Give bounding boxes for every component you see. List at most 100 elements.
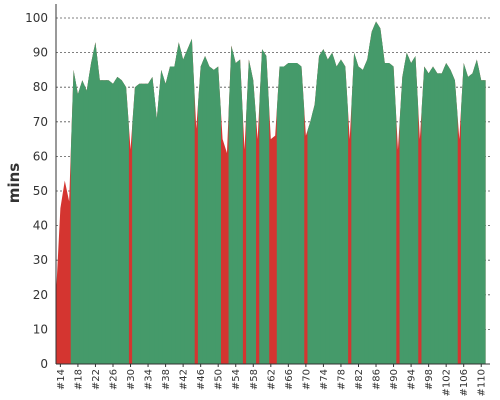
x-tick-label: #14 — [56, 369, 67, 390]
area-segment — [101, 21, 108, 364]
area-segment — [289, 21, 296, 364]
x-tick-label: #38 — [161, 369, 172, 390]
area-segment — [460, 21, 467, 364]
area-segment — [430, 21, 436, 364]
area-segment — [360, 21, 366, 364]
x-tick-label: #66 — [284, 369, 295, 390]
x-tick-label: #78 — [336, 369, 347, 390]
area-segment — [250, 21, 257, 364]
area-segment — [136, 21, 143, 364]
y-tick-label: 90 — [33, 46, 48, 60]
area-segment — [386, 21, 392, 364]
area-segment — [162, 21, 169, 364]
area-segment — [184, 21, 191, 364]
area-segment — [246, 21, 252, 364]
area-segment — [447, 21, 454, 364]
x-tick-label: #110 — [477, 369, 488, 396]
x-tick-labels: #14 #18 #22 #26 #30 #34 #38 #42 #46 #50 #54 #58 #62 #… — [56, 364, 488, 396]
area-segment — [399, 21, 406, 364]
x-tick-label: #74 — [319, 369, 330, 390]
area-segment — [377, 21, 384, 364]
area-segment — [92, 21, 99, 364]
y-tick-label: 0 — [40, 357, 48, 371]
x-tick-label: #26 — [108, 369, 119, 390]
area-segment — [228, 21, 235, 364]
area-segment — [158, 21, 164, 364]
x-tick-label: #94 — [407, 369, 418, 390]
area-segment — [474, 21, 480, 364]
area-segment — [408, 21, 414, 364]
area-above-threshold — [70, 21, 486, 364]
y-tick-label: 40 — [33, 219, 48, 233]
area-segment — [338, 21, 344, 364]
area-segment — [232, 21, 239, 364]
area-segment — [382, 21, 388, 364]
area-segment — [202, 21, 208, 364]
y-axis-title: mins — [5, 163, 23, 203]
area-segment — [281, 21, 287, 364]
area-segment — [373, 21, 379, 364]
x-tick-label: #50 — [214, 369, 225, 390]
area-segment — [215, 21, 221, 364]
y-tick-label: 60 — [33, 149, 48, 163]
y-tick-label: 100 — [25, 11, 48, 25]
area-segment — [482, 21, 486, 364]
y-tick-label: 70 — [33, 115, 48, 129]
area-segment — [320, 21, 327, 364]
area-segment — [342, 21, 349, 364]
area-segment — [79, 21, 86, 364]
area-segment — [145, 21, 151, 364]
x-tick-label: #102 — [442, 369, 453, 396]
x-tick-label: #22 — [91, 369, 102, 390]
area-segment — [443, 21, 449, 364]
area-segment — [276, 21, 283, 364]
area-segment — [465, 21, 471, 364]
area-segment — [140, 21, 147, 364]
area-segment — [118, 21, 125, 364]
area-segment — [307, 21, 314, 364]
y-tick-label: 20 — [33, 288, 48, 302]
area-segment — [425, 21, 432, 364]
area-segment — [438, 21, 445, 364]
y-tick-label: 10 — [33, 322, 48, 336]
area-segment — [263, 21, 270, 364]
area-segment — [469, 21, 476, 364]
area-segment — [180, 21, 186, 364]
x-tick-label: #70 — [301, 369, 312, 390]
area-segment — [197, 21, 204, 364]
area-segment — [123, 21, 129, 364]
x-tick-label: #42 — [179, 369, 190, 390]
y-tick-label: 80 — [33, 80, 48, 94]
area-segment — [333, 21, 340, 364]
x-tick-label: #82 — [354, 369, 365, 390]
area-segment — [325, 21, 331, 364]
y-tick-labels: 0 10 20 30 40 50 60 70 80 90 100 — [25, 11, 48, 371]
area-segment — [110, 21, 116, 364]
area-segment — [167, 21, 173, 364]
x-tick-label: #34 — [144, 369, 155, 390]
area-segment — [452, 21, 458, 364]
x-tick-label: #86 — [372, 369, 383, 390]
area-segment — [70, 21, 77, 364]
area-segment — [298, 21, 305, 364]
area-segment — [294, 21, 300, 364]
area-segment — [316, 21, 322, 364]
area-segment — [211, 21, 217, 364]
area-segment — [403, 21, 410, 364]
y-tick-label: 30 — [33, 253, 48, 267]
x-tick-label: #54 — [231, 369, 242, 390]
x-tick-label: #106 — [459, 369, 470, 396]
area-segment — [75, 21, 81, 364]
area-segment — [237, 21, 243, 364]
area-segment — [88, 21, 94, 364]
area-segment — [285, 21, 292, 364]
area-segment — [355, 21, 362, 364]
x-tick-label: #58 — [249, 369, 260, 390]
area-segment — [311, 21, 318, 364]
area-segment — [105, 21, 112, 364]
x-tick-label: #98 — [424, 369, 435, 390]
area-segment — [329, 21, 335, 364]
area-segment — [478, 21, 485, 364]
area-segment — [421, 21, 428, 364]
